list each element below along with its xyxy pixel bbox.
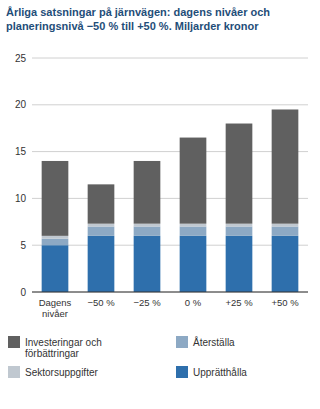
bar-segment — [42, 239, 69, 246]
text-line: 0 % — [185, 297, 202, 308]
bar-segment — [272, 226, 299, 235]
text-line: förbättringar — [25, 348, 80, 359]
legend-label: Upprätthålla — [193, 367, 247, 378]
bar-segment — [134, 224, 161, 227]
text-line: Återställa — [193, 336, 235, 348]
y-tick-label: 10 — [15, 193, 27, 204]
text-line: Dagens — [39, 297, 72, 308]
legend-swatch — [176, 336, 188, 348]
bar-segment — [134, 161, 161, 224]
y-tick-label: 25 — [15, 53, 27, 64]
text-line: Upprätthålla — [193, 367, 247, 378]
bar-segment — [226, 236, 253, 292]
x-tick-label: Dagensnivåer — [39, 297, 72, 319]
bar-segment — [88, 184, 115, 223]
grid-line — [32, 104, 308, 105]
x-tick-label: +25 % — [225, 297, 253, 308]
text-line: +50 % — [271, 297, 299, 308]
legend-label: Sektorsuppgifter — [25, 367, 98, 378]
bars — [42, 109, 299, 292]
x-axis-line — [32, 292, 308, 293]
bar-segment — [88, 226, 115, 235]
bar-segment — [180, 236, 207, 292]
text-line: −50 % — [87, 297, 115, 308]
bar-segment — [180, 138, 207, 224]
bar-segment — [42, 236, 69, 239]
y-tick-label: 5 — [20, 240, 26, 251]
legend-label: Investeringar ochförbättringar — [25, 337, 102, 359]
legend: Investeringar ochförbättringar Sektorsupp… — [8, 336, 247, 378]
bar-segment — [226, 124, 253, 224]
legend-label: Återställa — [193, 336, 235, 348]
bar-segment — [134, 226, 161, 235]
bar-segment — [42, 161, 69, 236]
legend-swatch — [176, 366, 188, 378]
grid-line — [32, 292, 308, 293]
title: Årliga satsningar på järnvägen: dagens n… — [6, 6, 270, 32]
bar-segment — [180, 226, 207, 235]
y-tick-label: 15 — [15, 146, 27, 157]
bar-segment — [226, 224, 253, 227]
text-line: Årliga satsningar på järnvägen: dagens n… — [6, 6, 270, 18]
bar-segment — [42, 245, 69, 292]
text-line: Sektorsuppgifter — [25, 367, 98, 378]
text-line: +25 % — [225, 297, 253, 308]
text-line: planeringsnivå −50 % till +50 %. Miljard… — [6, 20, 259, 32]
text-line: Investeringar och — [25, 337, 102, 348]
text-line: −25 % — [133, 297, 161, 308]
chart: Årliga satsningar på järnvägen: dagens n… — [0, 0, 320, 409]
x-tick-label: −50 % — [87, 297, 115, 308]
grid — [32, 58, 308, 292]
grid-line — [32, 245, 308, 246]
bar-segment — [272, 236, 299, 292]
x-tick-label: 0 % — [185, 297, 202, 308]
grid-line — [32, 151, 308, 152]
bar-segment — [88, 236, 115, 292]
bar-segment — [272, 224, 299, 227]
bar-segment — [272, 109, 299, 223]
bar-segment — [180, 224, 207, 227]
x-tick-label: −25 % — [133, 297, 161, 308]
legend-swatch — [8, 336, 20, 348]
y-tick-label: 20 — [15, 99, 27, 110]
x-tick-label: +50 % — [271, 297, 299, 308]
bar-segment — [226, 226, 253, 235]
bar-segment — [88, 224, 115, 227]
grid-line — [32, 58, 308, 59]
y-tick-label: 0 — [20, 287, 26, 298]
bar-segment — [134, 236, 161, 292]
text-line: nivåer — [42, 308, 68, 319]
grid-line — [32, 198, 308, 199]
legend-swatch — [8, 366, 20, 378]
